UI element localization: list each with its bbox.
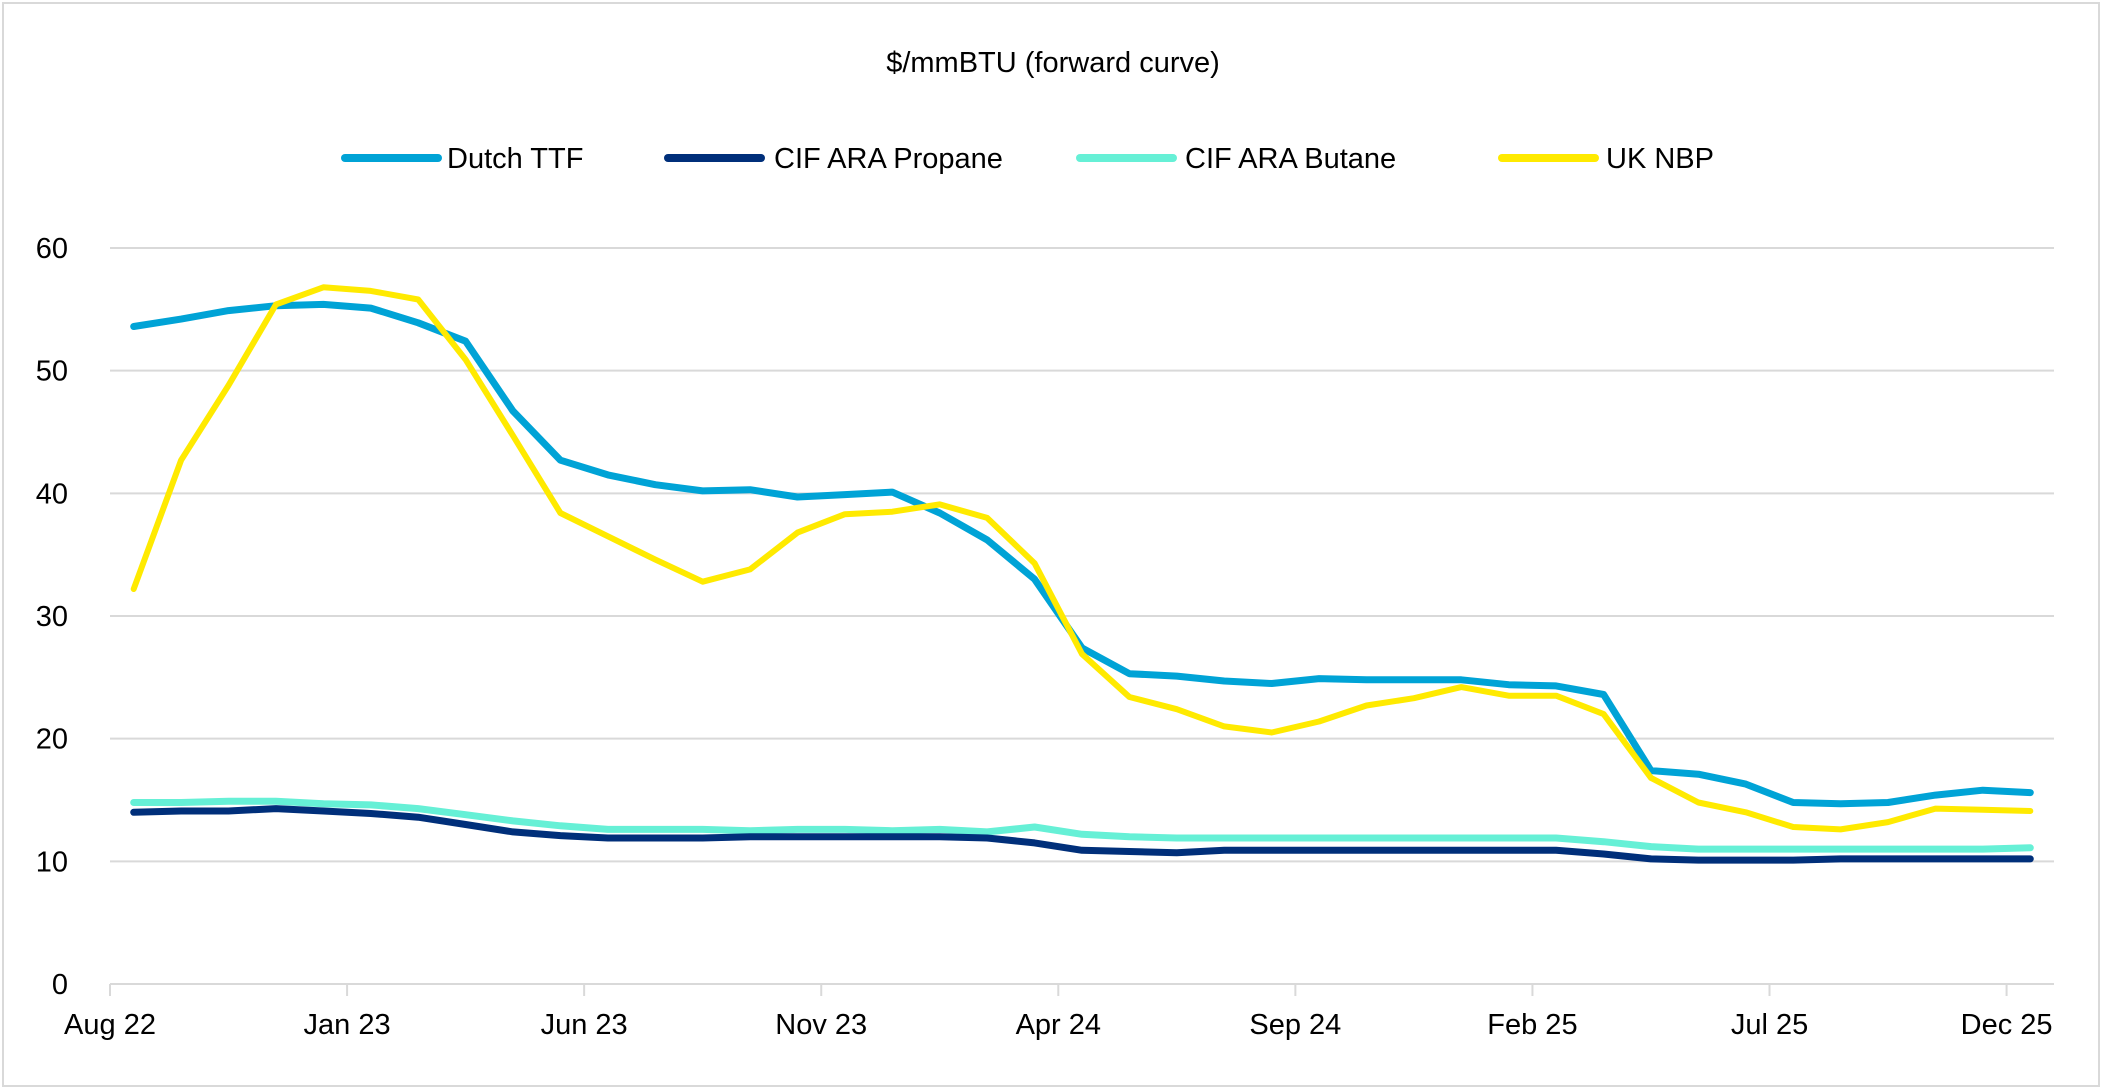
series-line-cif-ara-propane	[130, 805, 2034, 864]
series-line-uk-nbp	[130, 284, 2034, 833]
series-line-dutch-ttf	[130, 300, 2034, 808]
y-tick-label: 20	[36, 724, 68, 756]
legend-label: CIF ARA Propane	[774, 143, 1003, 175]
legend-item: Dutch TTF	[341, 143, 583, 175]
y-tick-label: 50	[36, 356, 68, 388]
y-axis: 0 10 20 30 40 50 60	[36, 233, 68, 1001]
legend-item: CIF ARA Propane	[664, 143, 1003, 175]
y-tick-label: 30	[36, 601, 68, 633]
x-axis: Aug 22 Jan 23 Jun 23 Nov 23 Apr 24 Sep 24 Feb …	[64, 984, 2053, 1041]
legend-item: CIF ARA Butane	[1076, 143, 1396, 175]
legend-label: UK NBP	[1606, 143, 1714, 175]
x-tick-label: Jul 25	[1731, 1009, 1808, 1041]
y-tick-label: 10	[36, 846, 68, 878]
x-tick-label: Jan 23	[304, 1009, 391, 1041]
gridlines	[110, 247, 2054, 985]
y-tick-label: 60	[36, 233, 68, 265]
series-line-cif-ara-butane	[130, 797, 2034, 853]
x-tick-label: Apr 24	[1016, 1009, 1101, 1041]
legend: Dutch TTF CIF ARA Propane CIF ARA Butane UK…	[341, 143, 1714, 175]
x-tick-label: Jun 23	[541, 1009, 628, 1041]
x-tick-label: Feb 25	[1487, 1009, 1577, 1041]
x-tick-label: Aug 22	[64, 1009, 156, 1041]
y-tick-label: 0	[52, 969, 68, 1001]
chart-title: $/mmBTU (forward curve)	[886, 47, 1220, 79]
legend-label: CIF ARA Butane	[1185, 143, 1396, 175]
legend-label: Dutch TTF	[447, 143, 583, 175]
x-tick-label: Sep 24	[1249, 1009, 1341, 1041]
x-tick-label: Nov 23	[775, 1009, 867, 1041]
legend-item: UK NBP	[1498, 143, 1714, 175]
series-lines	[130, 284, 2034, 864]
x-tick-label: Dec 25	[1961, 1009, 2053, 1041]
y-tick-label: 40	[36, 478, 68, 510]
